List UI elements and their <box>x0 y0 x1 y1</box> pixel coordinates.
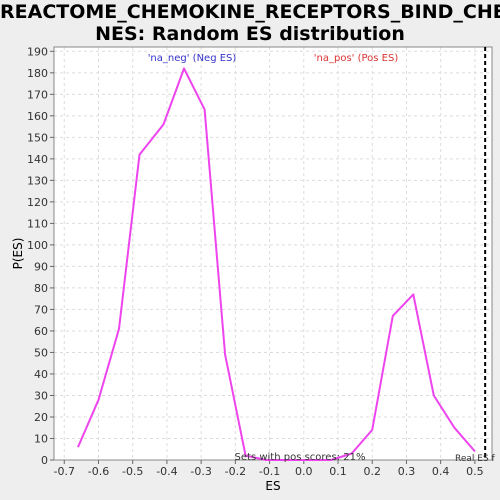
y-tick-label: 30 <box>34 389 48 402</box>
x-tick-label: -0.6 <box>88 465 109 478</box>
y-axis-label: P(ES) <box>11 238 25 270</box>
y-tick-label: 90 <box>34 260 48 273</box>
y-tick-label: 50 <box>34 346 48 359</box>
y-tick-label: 80 <box>34 282 48 295</box>
y-tick-label: 120 <box>27 196 48 209</box>
chart-title-line1: REACTOME_CHEMOKINE_RECEPTORS_BIND_CHEMOK… <box>0 1 500 23</box>
x-tick-label: 0.4 <box>432 465 450 478</box>
x-tick-label: -0.4 <box>156 465 177 478</box>
annotations: 'na_neg' (Neg ES) 'na_pos' (Pos ES) Sets w… <box>148 47 496 464</box>
grid <box>54 47 492 461</box>
x-tick-label: -0.3 <box>190 465 211 478</box>
x-tick-label: -0.1 <box>259 465 280 478</box>
plot-area <box>54 47 492 460</box>
x-tick-label: -0.7 <box>54 465 75 478</box>
y-tick-label: 0 <box>41 454 48 467</box>
y-tick-label: 40 <box>34 368 48 381</box>
x-tick-label: 0.2 <box>363 465 381 478</box>
x-tick-label: 0.5 <box>466 465 484 478</box>
y-tick-label: 20 <box>34 411 48 424</box>
x-axis-label: ES <box>265 479 280 493</box>
y-tick-label: 150 <box>27 131 48 144</box>
series-line <box>77 67 476 461</box>
y-tick-label: 190 <box>27 45 48 58</box>
real-es-text: Real ES f <box>455 454 496 464</box>
y-tick-label: 10 <box>34 432 48 445</box>
neg-es-label: 'na_neg' (Neg ES) <box>148 53 237 64</box>
pos-scores-text: Sets with pos scores: 21% <box>235 452 366 463</box>
ticks: 0 10 20 30 40 50 60 70 80 90 100 110 120 130 140 150 160… <box>27 45 484 478</box>
y-tick-label: 170 <box>27 88 48 101</box>
x-tick-label: 0.0 <box>295 465 313 478</box>
y-tick-label: 110 <box>27 217 48 230</box>
y-tick-label: 70 <box>34 303 48 316</box>
x-tick-label: -0.2 <box>225 465 246 478</box>
y-tick-label: 130 <box>27 174 48 187</box>
y-tick-label: 160 <box>27 110 48 123</box>
y-tick-label: 180 <box>27 67 48 80</box>
x-tick-label: -0.5 <box>122 465 143 478</box>
series-group <box>77 67 476 461</box>
chart-title-line2: NES: Random ES distribution <box>95 23 405 45</box>
pos-es-label: 'na_pos' (Pos ES) <box>314 53 399 64</box>
y-tick-label: 100 <box>27 239 48 252</box>
x-tick-label: 0.1 <box>329 465 347 478</box>
y-tick-label: 60 <box>34 325 48 338</box>
x-tick-label: 0.3 <box>398 465 416 478</box>
y-tick-label: 140 <box>27 153 48 166</box>
